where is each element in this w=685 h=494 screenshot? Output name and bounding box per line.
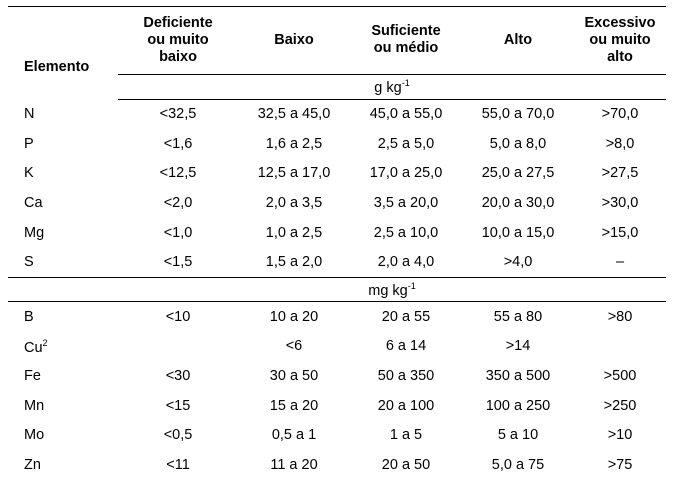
element-cell: K xyxy=(24,165,34,182)
value-cell: 11 a 20 xyxy=(270,456,318,473)
value-cell: 6 a 14 xyxy=(385,338,427,355)
table-row: Zn <11 11 a 20 20 a 50 5,0 a 75 >75 xyxy=(8,450,666,480)
unit-micro: mg kg-1 xyxy=(118,277,666,303)
value-cell: <1,0 xyxy=(163,224,193,241)
unit-macro: g kg-1 xyxy=(118,74,666,100)
value-cell: >30,0 xyxy=(601,195,639,212)
table-row: Ca <2,0 2,0 a 3,5 3,5 a 20,0 20,0 a 30,0 >30,… xyxy=(8,188,666,218)
element-cell: Zn xyxy=(24,456,41,473)
value-cell: 32,5 a 45,0 xyxy=(257,106,331,123)
header-alto: Alto xyxy=(462,6,574,75)
table-row: S <1,5 1,5 a 2,0 2,0 a 4,0 >4,0 – xyxy=(8,247,666,277)
table-row: Mo <0,5 0,5 a 1 1 a 5 5 a 10 >10 xyxy=(8,420,666,450)
value-cell: >70,0 xyxy=(601,106,639,123)
value-cell: 2,5 a 10,0 xyxy=(373,224,439,241)
header-suficiente: Suficiente ou médio xyxy=(350,6,462,75)
element-cell: Ca xyxy=(24,195,43,212)
value-cell: 1,0 a 2,5 xyxy=(265,224,323,241)
value-cell: >15,0 xyxy=(601,224,639,241)
value-cell: 25,0 a 27,5 xyxy=(481,165,555,182)
element-cell: Mg xyxy=(24,224,45,241)
value-cell: <0,5 xyxy=(163,427,193,444)
value-cell: 12,5 a 17,0 xyxy=(257,165,331,182)
value-cell: 5,0 a 8,0 xyxy=(489,135,547,152)
value-cell: >75 xyxy=(607,456,633,473)
header-baixo: Baixo xyxy=(238,6,350,75)
value-cell: 100 a 250 xyxy=(485,397,551,414)
value-cell: <1,5 xyxy=(163,254,193,271)
value-cell: – xyxy=(615,254,625,271)
value-cell: 0,5 a 1 xyxy=(271,427,317,444)
element-cell: Fe xyxy=(24,368,41,385)
header-excessivo: Excessivo ou muito alto xyxy=(574,6,666,75)
value-cell: >27,5 xyxy=(601,165,639,182)
value-cell: 2,0 a 3,5 xyxy=(265,195,323,212)
value-cell: 20 a 55 xyxy=(381,308,431,325)
nutrient-table: Elemento Deficiente ou muito baixo Baixo S… xyxy=(8,6,666,480)
element-cell: S xyxy=(24,254,34,271)
value-cell: <15 xyxy=(165,397,191,414)
value-cell: <32,5 xyxy=(159,106,197,123)
table-row: K <12,5 12,5 a 17,0 17,0 a 25,0 25,0 a 27,5 >… xyxy=(8,159,666,189)
element-cell: Cu2 xyxy=(24,337,48,356)
table-row: P <1,6 1,6 a 2,5 2,5 a 5,0 5,0 a 8,0 >8,0 xyxy=(8,129,666,159)
table-row: Cu2 <6 6 a 14 >14 xyxy=(8,332,666,362)
value-cell: 20,0 a 30,0 xyxy=(481,195,555,212)
value-cell: 2,5 a 5,0 xyxy=(377,135,435,152)
value-cell: 1 a 5 xyxy=(389,427,423,444)
value-cell: >10 xyxy=(607,427,633,444)
value-cell: <11 xyxy=(166,456,190,473)
value-cell: 350 a 500 xyxy=(485,368,551,385)
value-cell: 20 a 100 xyxy=(377,397,435,414)
value-cell xyxy=(574,332,666,362)
value-cell: 17,0 a 25,0 xyxy=(369,165,443,182)
value-cell: 10,0 a 15,0 xyxy=(481,224,555,241)
value-cell: <6 xyxy=(285,338,303,355)
value-cell: >14 xyxy=(505,338,531,355)
value-cell: <12,5 xyxy=(159,165,197,182)
value-cell: 55 a 80 xyxy=(493,308,543,325)
value-cell: <30 xyxy=(165,368,191,385)
value-cell: <1,6 xyxy=(163,135,193,152)
value-cell: >250 xyxy=(603,397,637,414)
value-cell: >8,0 xyxy=(605,135,635,152)
value-cell xyxy=(118,332,238,362)
value-cell: >4,0 xyxy=(503,254,533,271)
value-cell: <2,0 xyxy=(163,195,193,212)
value-cell: >80 xyxy=(607,308,633,325)
value-cell: 45,0 a 55,0 xyxy=(369,106,443,123)
element-cell: N xyxy=(24,106,35,123)
element-cell: Mo xyxy=(24,427,45,444)
value-cell: <10 xyxy=(165,308,191,325)
table-row: Fe <30 30 a 50 50 a 350 350 a 500 >500 xyxy=(8,361,666,391)
table-row: Mn <15 15 a 20 20 a 100 100 a 250 >250 xyxy=(8,391,666,421)
value-cell: 2,0 a 4,0 xyxy=(377,254,435,271)
table-row: N <32,5 32,5 a 45,0 45,0 a 55,0 55,0 a 70,0 >… xyxy=(8,99,666,129)
value-cell: 1,5 a 2,0 xyxy=(265,254,323,271)
element-cell: B xyxy=(24,308,34,325)
value-cell: 55,0 a 70,0 xyxy=(481,106,555,123)
value-cell: 5 a 10 xyxy=(497,427,539,444)
element-cell: P xyxy=(24,135,34,152)
element-cell: Mn xyxy=(24,397,45,414)
table-row: B <10 10 a 20 20 a 55 55 a 80 >80 xyxy=(8,302,666,332)
value-cell: 3,5 a 20,0 xyxy=(373,195,439,212)
header-element: Elemento xyxy=(8,6,118,99)
value-cell: 30 a 50 xyxy=(269,368,319,385)
value-cell: 15 a 20 xyxy=(269,397,319,414)
table-row: Mg <1,0 1,0 a 2,5 2,5 a 10,0 10,0 a 15,0 >15,… xyxy=(8,218,666,248)
value-cell: 5,0 a 75 xyxy=(491,456,545,473)
header-deficiente: Deficiente ou muito baixo xyxy=(118,6,238,75)
value-cell: 20 a 50 xyxy=(381,456,431,473)
value-cell: 10 a 20 xyxy=(269,308,319,325)
value-cell: >500 xyxy=(603,368,637,385)
value-cell: 1,6 a 2,5 xyxy=(265,135,323,152)
value-cell: 50 a 350 xyxy=(377,368,435,385)
